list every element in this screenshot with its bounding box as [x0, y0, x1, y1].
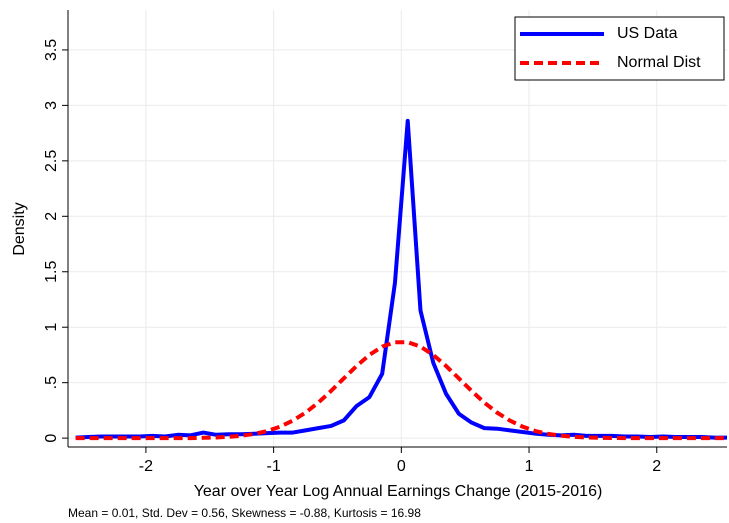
x-tick-label: -1 [267, 458, 281, 475]
y-axis-label: Density [11, 202, 28, 255]
y-tick-label: 3.5 [43, 39, 60, 61]
x-tick-label: -2 [139, 458, 153, 475]
y-tick-label: .5 [43, 376, 60, 389]
x-tick-label: 0 [397, 458, 406, 475]
x-tick-label: 1 [525, 458, 534, 475]
note: Mean = 0.01, Std. Dev = 0.56, Skewness =… [68, 506, 421, 520]
y-tick-label: 1 [43, 323, 60, 332]
y-tick-label: 2 [43, 212, 60, 221]
line-series [75, 340, 727, 441]
y-tick-label: 0 [43, 434, 60, 443]
x-tick-label: 2 [652, 458, 661, 475]
x-axis-label: Year over Year Log Annual Earnings Chang… [194, 483, 603, 500]
y-tick-label: 3 [43, 101, 60, 110]
y-tick-label: 2.5 [43, 150, 60, 172]
y-tick-label: 1.5 [43, 261, 60, 283]
legend-label: Normal Dist [617, 54, 701, 71]
legend-box [514, 16, 725, 81]
legend-label: US Data [617, 25, 678, 42]
